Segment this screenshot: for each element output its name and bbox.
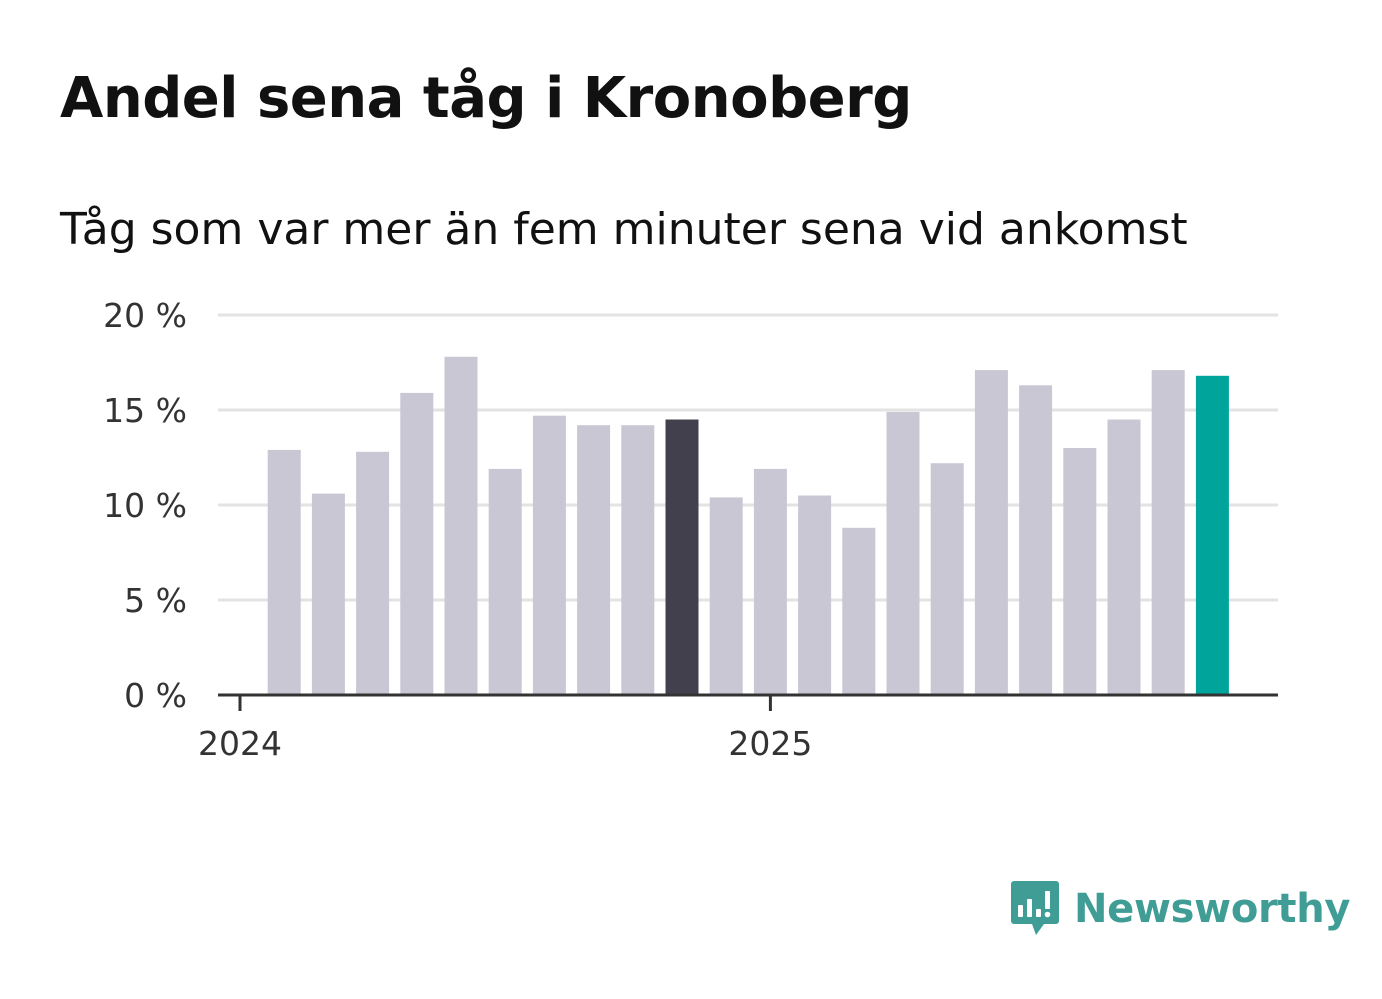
bar-2024-05 (400, 392, 434, 695)
bar-2024-10 (621, 425, 655, 695)
bar-2025-01 (753, 468, 787, 695)
bar-2024-04 (356, 451, 390, 695)
bar-2025-02 (798, 495, 832, 695)
bar-2024-08 (532, 415, 566, 695)
bars (267, 356, 1229, 695)
bar-2024-11 (665, 419, 699, 695)
bar-2024-02 (267, 449, 301, 695)
bar-2024-07 (488, 468, 522, 695)
x-tick-label: 2024 (198, 724, 282, 763)
newsworthy-logo-icon (1011, 881, 1059, 935)
axes: 0 % 5 % 10 % 15 % 20 % 2024 2025 (103, 296, 1278, 763)
bar-2025-03 (842, 527, 876, 695)
bar-2024-03 (311, 493, 345, 695)
bar-2024-12 (709, 497, 743, 695)
y-tick-label: 10 % (103, 486, 187, 525)
bar-2025-11 (1195, 375, 1229, 695)
bar-2025-07 (1019, 385, 1053, 695)
bar-2025-05 (930, 463, 964, 695)
y-tick-label: 15 % (103, 391, 187, 430)
y-tick-label: 0 % (124, 676, 187, 715)
chart-subtitle: Tåg som var mer än fem minuter sena vid … (60, 204, 1188, 255)
x-tick-label: 2025 (728, 724, 812, 763)
bar-2025-06 (974, 370, 1008, 695)
grid-lines (218, 313, 1278, 602)
bar-2024-06 (444, 356, 478, 695)
bar-2025-08 (1063, 448, 1097, 695)
bar-2025-10 (1151, 370, 1185, 695)
newsworthy-brand: Newsworthy (1010, 878, 1351, 940)
brand-name: Newsworthy (1074, 886, 1351, 932)
bar-2025-04 (886, 411, 920, 695)
y-tick-label: 20 % (103, 296, 187, 335)
bar-2025-09 (1107, 419, 1141, 695)
chart-title: Andel sena tåg i Kronoberg (60, 66, 912, 131)
y-tick-label: 5 % (124, 581, 187, 620)
bar-2024-09 (577, 425, 611, 695)
